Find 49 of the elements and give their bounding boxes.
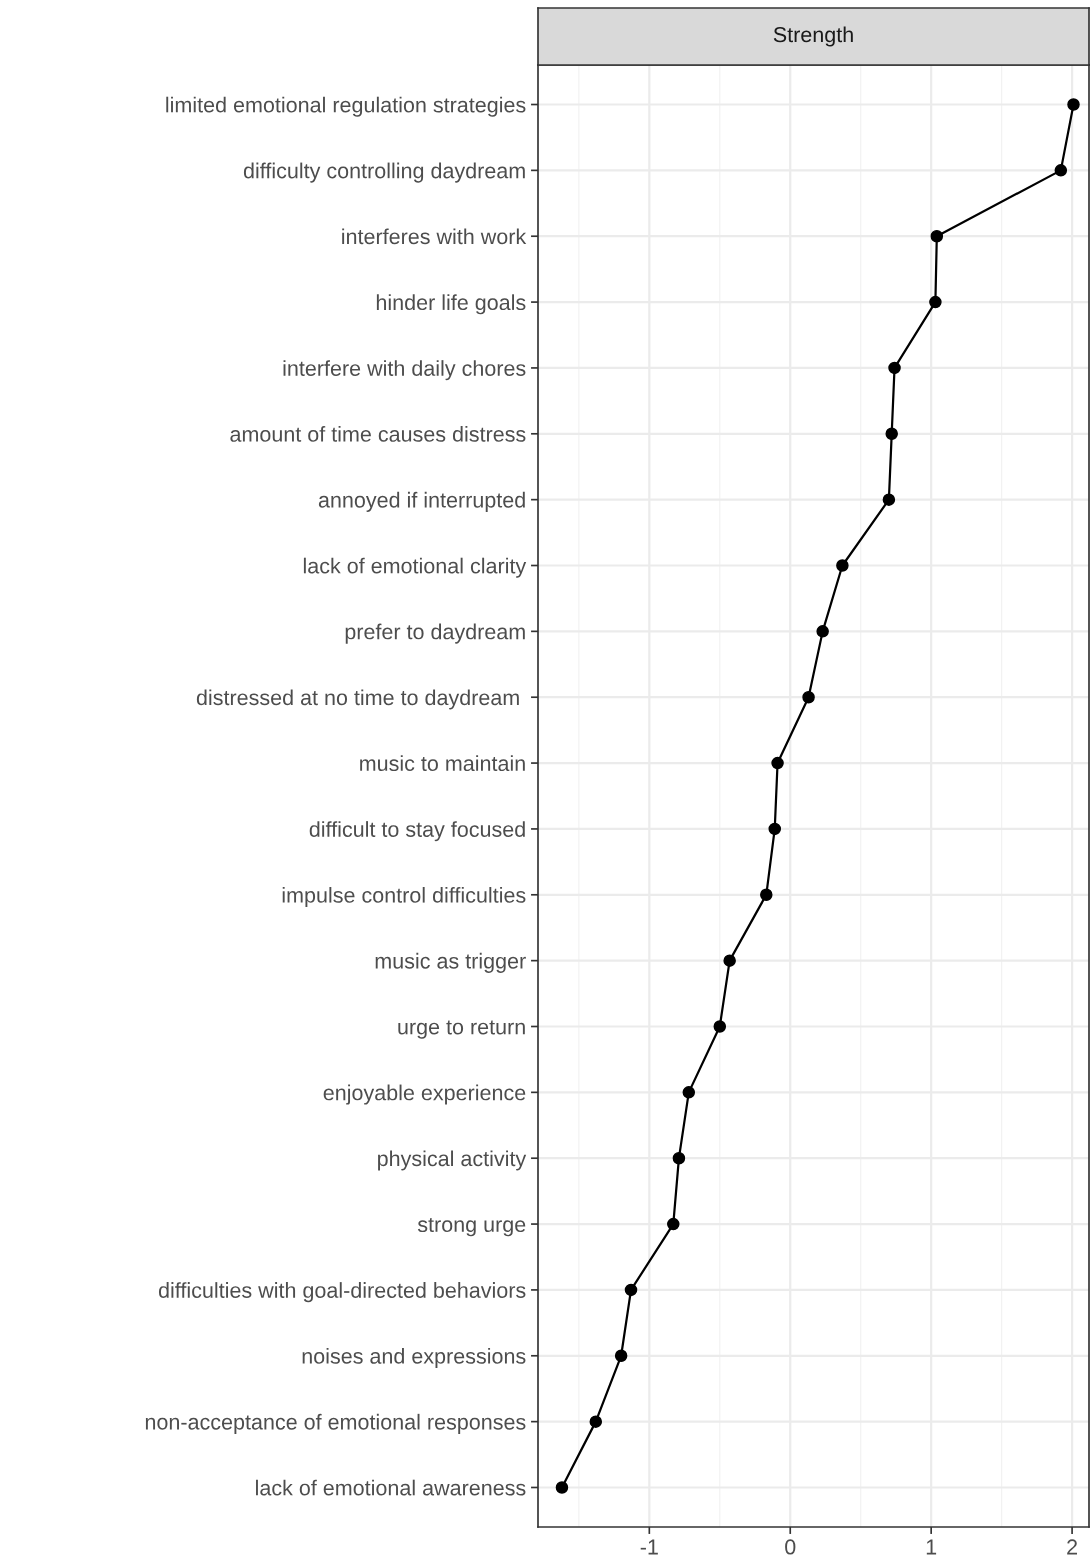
y-tick-label: urge to return (398, 1020, 525, 1039)
point (760, 888, 773, 902)
point (771, 756, 784, 770)
y-tick-label: physical activity (378, 1150, 527, 1171)
point (802, 690, 815, 704)
point (667, 1217, 680, 1231)
y-tick-label: interfere with daily chores (283, 360, 526, 381)
point (682, 1086, 696, 1099)
point (882, 493, 896, 506)
y-tick-label: strong urge (417, 1217, 526, 1237)
y-tick-label: annoyed if interrupted (318, 491, 525, 512)
x-tick-label: -1 (640, 1539, 658, 1555)
y-tick-label: noises and expressions (302, 1347, 526, 1369)
point (929, 295, 942, 309)
point (624, 1283, 638, 1297)
point (836, 559, 849, 572)
y-tick-label: difficult to stay focused (309, 821, 525, 842)
point (888, 361, 901, 375)
y-tick-label: amount of time causes distress (230, 425, 526, 442)
point (1067, 98, 1080, 111)
point (885, 427, 898, 441)
point (713, 1020, 727, 1033)
x-tick-label: 1 (926, 1539, 937, 1555)
y-tick-label: lack of emotional clarity (303, 557, 527, 578)
point (723, 954, 736, 967)
y-tick-label: enjoyable experience (323, 1084, 526, 1105)
y-tick-label: difficulty controlling daydream (243, 162, 525, 183)
point (930, 229, 944, 243)
chart-title: Strength (773, 26, 853, 47)
y-tick-label: lack of emotional awareness (256, 1479, 526, 1496)
y-tick-label: interferes with work (342, 228, 527, 245)
x-tick-label: 0 (785, 1539, 796, 1555)
x-tick-label: 2 (1067, 1539, 1077, 1555)
y-tick-label: music as trigger (375, 952, 526, 973)
y-tick-label: hinder life goals (376, 294, 526, 315)
point (555, 1481, 569, 1494)
y-tick-label: non-acceptance of emotional responses (145, 1413, 526, 1434)
y-tick-label: prefer to daydream (345, 623, 525, 644)
point (672, 1151, 686, 1165)
y-tick-label: impulse control difficulties (282, 886, 526, 908)
point (589, 1415, 603, 1428)
y-tick-label: distressed at no time to daydream (196, 689, 519, 710)
y-tick-label: difficulties with goal-directed behaviors (158, 1282, 526, 1303)
y-tick-label: limited emotional regulation strategies (166, 96, 526, 117)
point (816, 625, 829, 638)
point (768, 822, 781, 836)
point (614, 1349, 628, 1363)
point (1054, 164, 1068, 177)
y-tick-label: music to maintain (360, 755, 525, 772)
